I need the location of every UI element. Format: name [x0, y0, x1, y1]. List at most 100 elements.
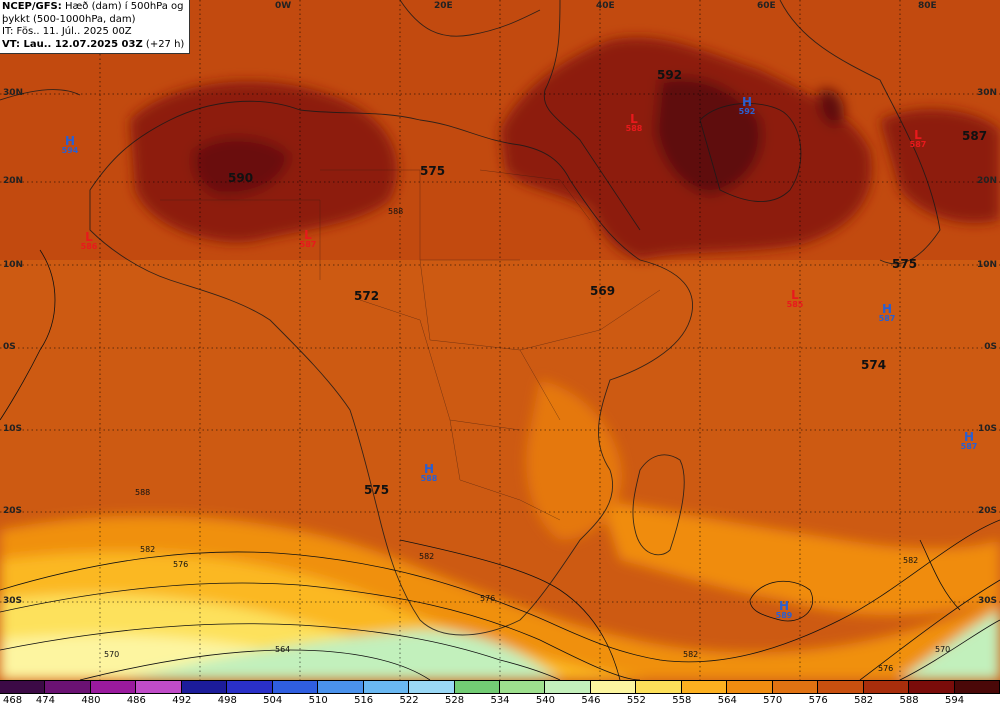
contour-label: 576: [878, 664, 894, 673]
legend-swatch: [136, 681, 182, 693]
contour-label: 570: [935, 645, 951, 654]
legend-label: 498: [217, 695, 237, 706]
legend-label: 528: [444, 695, 465, 706]
legend-label: 480: [81, 695, 101, 706]
thickness-value: 575: [364, 483, 390, 497]
legend-label: 594: [944, 695, 965, 706]
legend-swatch: [454, 681, 500, 693]
pressure-center-low: L 588: [625, 112, 643, 133]
info-line-4: VT: Lau.. 12.07.2025 03Z (+27 h): [2, 38, 185, 50]
legend-swatch: [409, 681, 455, 693]
info-line-1: NCEP/GFS: Hæð (dam) í 500hPa og: [2, 1, 184, 12]
legend-swatch: [499, 681, 546, 693]
contour-label: 576: [480, 594, 496, 603]
legend-swatch: [272, 681, 319, 693]
lat-label: 10S: [3, 424, 23, 434]
lat-label: 30S: [3, 596, 23, 606]
pressure-center-low: L 585: [786, 288, 804, 309]
thickness-value: 592: [657, 68, 683, 82]
info-box: NCEP/GFS: Hæð (dam) í 500hPa og þykkt (5…: [0, 0, 190, 54]
legend-swatch: [636, 681, 682, 693]
thickness-value: 569: [590, 284, 616, 298]
lon-label: 20E: [434, 1, 453, 11]
legend-swatch: [954, 681, 1000, 693]
legend-swatch: [227, 681, 273, 693]
info-line-2: þykkt (500-1000hPa, dam): [2, 13, 136, 25]
legend-label: 486: [126, 695, 146, 706]
legend-label: 510: [308, 695, 328, 706]
legend-swatch: [590, 681, 637, 693]
legend-label: 558: [672, 695, 692, 706]
legend-label: 576: [808, 695, 828, 706]
contour-label: 588: [135, 488, 151, 497]
legend-swatch: [90, 681, 137, 693]
lat-label: 10S: [977, 424, 997, 434]
contour-label: 588: [388, 207, 404, 216]
weather-map: [0, 0, 1000, 680]
thickness-value: 572: [354, 289, 380, 303]
info-line-3: IT: Fös.. 11. Júl.. 2025 00Z: [2, 26, 132, 37]
legend-label: 492: [172, 695, 192, 706]
lat-label: 20N: [976, 176, 997, 186]
lat-label: 20N: [3, 176, 24, 186]
contour-label: 582: [140, 545, 156, 554]
pressure-center-high: H 594: [61, 134, 79, 155]
legend-label: 582: [854, 695, 874, 706]
legend-label: 588: [899, 695, 919, 706]
color-legend-bar: [0, 680, 1000, 694]
thickness-value: 590: [228, 171, 254, 185]
lat-label: 30S: [977, 596, 997, 606]
legend-label: 540: [535, 695, 555, 706]
legend-swatch: [909, 681, 955, 693]
legend-swatch: [727, 681, 773, 693]
lon-label: 40E: [596, 1, 615, 11]
contour-label: 570: [104, 650, 120, 659]
lon-label: 80E: [918, 1, 937, 11]
legend-swatch: [863, 681, 910, 693]
contour-label: 576: [173, 560, 189, 569]
thickness-value: 574: [861, 358, 887, 372]
legend-label: 474: [35, 695, 55, 706]
lat-label: 10N: [3, 260, 24, 270]
thickness-value: 587: [962, 129, 988, 143]
pressure-center-high: H 589: [775, 599, 793, 620]
legend-swatch: [545, 681, 591, 693]
pressure-center-low: L 587: [299, 228, 317, 249]
pressure-center-low: L 587: [909, 128, 927, 149]
lon-label: 0W: [275, 1, 292, 11]
legend-label: 504: [263, 695, 283, 706]
contour-label: 582: [419, 552, 435, 561]
legend-swatch: [772, 681, 819, 693]
legend-label: 546: [581, 695, 601, 706]
pressure-center-high: H 592: [738, 95, 756, 116]
legend-swatch: [681, 681, 728, 693]
legend-swatch: [363, 681, 410, 693]
legend-label: 570: [763, 695, 783, 706]
legend-label: 564: [717, 695, 737, 706]
legend-swatch: [318, 681, 364, 693]
legend-swatch: [181, 681, 228, 693]
legend-label: 468: [3, 695, 23, 706]
contour-label: 582: [683, 650, 699, 659]
pressure-center-high: H 588: [420, 462, 438, 483]
lat-label: 0S: [3, 342, 16, 352]
legend-swatch: [818, 681, 864, 693]
pressure-center-high: H 587: [960, 430, 978, 451]
thickness-value: 575: [892, 257, 918, 271]
lat-label: 30N: [976, 88, 997, 98]
lat-label: 10N: [976, 260, 997, 270]
contour-label: 564: [275, 645, 291, 654]
legend-label: 534: [490, 695, 510, 706]
lat-label: 30N: [3, 88, 24, 98]
legend-swatch: [0, 681, 46, 693]
color-legend-labels: 468 474 480 486 492 498 504 510 516 522 528 534 540 5…: [0, 695, 1000, 709]
legend-swatch: [45, 681, 91, 693]
lat-label: 20S: [3, 506, 23, 516]
pressure-center-low: L 586: [80, 230, 98, 251]
pressure-center-high: H 587: [878, 302, 896, 323]
contour-label: 582: [903, 556, 919, 565]
lat-label: 0S: [984, 342, 997, 352]
thickness-value: 575: [420, 164, 446, 178]
lon-label: 60E: [757, 1, 776, 11]
legend-label: 552: [626, 695, 646, 706]
